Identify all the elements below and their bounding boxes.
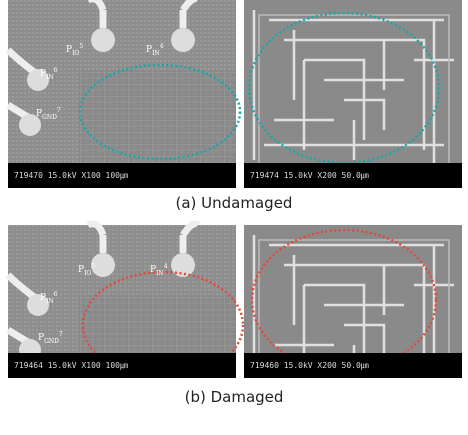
image-info: 719460 15.0kV X200 50.0㎛ (250, 361, 369, 371)
caption: (a) Undamaged (176, 194, 293, 212)
pad-label-sub: IO (84, 270, 91, 277)
sem-image: 719470 15.0kV X100 100㎛ (8, 0, 240, 188)
pad-label-sub: GND (42, 114, 57, 121)
sem-image: 719474 15.0kV X200 50.0㎛ (244, 0, 462, 188)
pad-label-sup: 4 (160, 43, 164, 50)
pad-label-sub: GND (44, 338, 59, 345)
pad-label-sup: 6 (54, 67, 58, 74)
image-info: 719464 15.0kV X100 100㎛ (14, 361, 128, 371)
image-info: 719470 15.0kV X100 100㎛ (14, 171, 128, 181)
caption: (b) Damaged (185, 388, 284, 406)
image-info: 719474 15.0kV X200 50.0㎛ (250, 171, 369, 181)
pad-label-sup: 5 (79, 43, 83, 50)
figure: 719470 15.0kV X100 100㎛ 719474 15.0kV X2… (0, 0, 468, 435)
pad-label-sup: 5 (91, 263, 95, 270)
pad-label-sup: 7 (59, 331, 63, 338)
pad-label-sup: 4 (164, 263, 168, 270)
pad-label-sup: 7 (57, 107, 61, 114)
pad-label-sub: IN (46, 298, 54, 305)
pad-label-sub: IO (72, 50, 79, 57)
pad-label-sup: 6 (54, 291, 58, 298)
pad-label-sub: IN (46, 74, 54, 81)
pad-label-sub: IN (152, 50, 160, 57)
pad-label-sub: IN (156, 270, 164, 277)
